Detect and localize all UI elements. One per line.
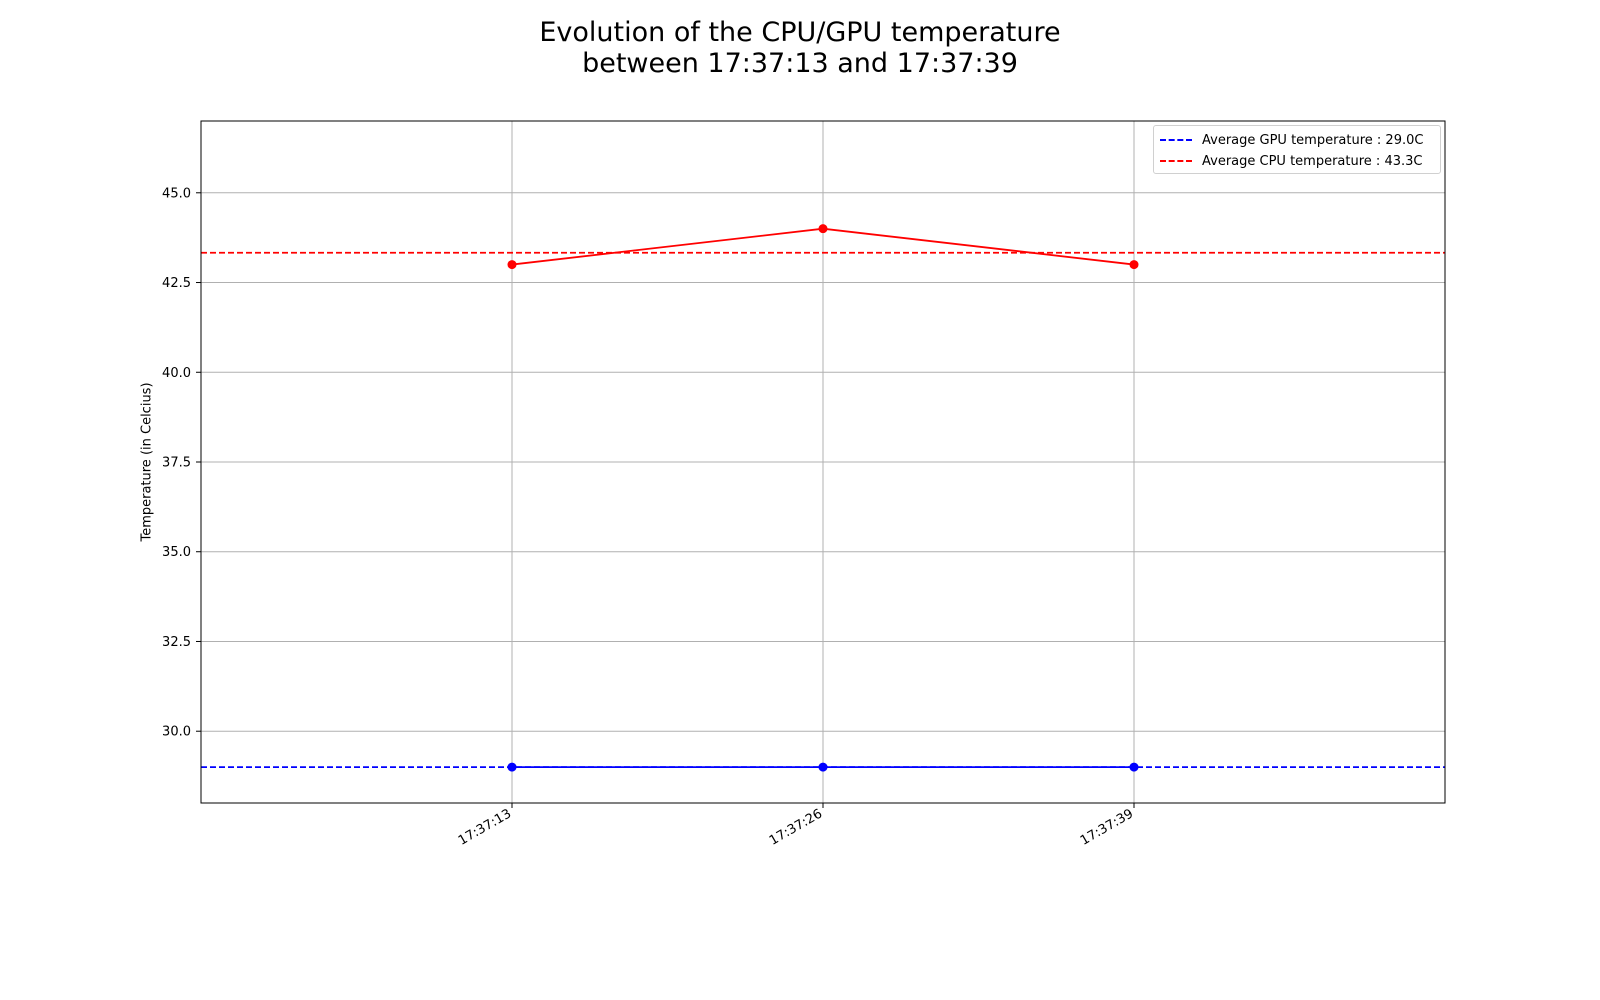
x-axis-ticks: 17:37:13 17:37:26 17:37:39 <box>456 803 1136 849</box>
data-point-cpu <box>507 260 517 270</box>
legend-swatch-cpu <box>1160 160 1192 162</box>
data-point-cpu <box>1129 260 1139 270</box>
series-lines <box>507 224 1139 772</box>
y-tick-label: 32.5 <box>162 635 191 650</box>
data-point-gpu <box>1129 762 1139 772</box>
chart-title-line-1: Evolution of the CPU/GPU temperature <box>539 17 1061 48</box>
y-tick-label: 35.0 <box>162 545 191 560</box>
x-tick-label: 17:37:13 <box>456 806 514 848</box>
y-tick-label: 45.0 <box>162 186 191 201</box>
chart-title-line-2: between 17:37:13 and 17:37:39 <box>582 48 1018 79</box>
legend: Average GPU temperature : 29.0C Average … <box>1153 125 1441 174</box>
y-tick-label: 42.5 <box>162 276 191 291</box>
y-axis-ticks: 30.0 32.5 35.0 37.5 40.0 42.5 45.0 <box>162 186 201 740</box>
x-tick-label: 17:37:39 <box>1078 806 1136 848</box>
y-tick-label: 30.0 <box>162 725 191 740</box>
data-point-gpu <box>818 762 828 772</box>
data-point-gpu <box>507 762 517 772</box>
legend-item-gpu-average: Average GPU temperature : 29.0C <box>1160 130 1423 150</box>
legend-label-cpu-average: Average CPU temperature : 43.3C <box>1202 153 1423 169</box>
data-point-cpu <box>818 224 828 234</box>
y-tick-label: 37.5 <box>162 456 191 471</box>
legend-label-gpu-average: Average GPU temperature : 29.0C <box>1202 132 1424 148</box>
legend-swatch-gpu <box>1160 139 1192 141</box>
grid-lines <box>201 121 1445 803</box>
x-tick-label: 17:37:26 <box>767 806 825 848</box>
y-axis-label: Temperature (in Celcius) <box>139 382 155 542</box>
y-tick-label: 40.0 <box>162 366 191 381</box>
legend-item-cpu-average: Average CPU temperature : 43.3C <box>1160 151 1422 171</box>
